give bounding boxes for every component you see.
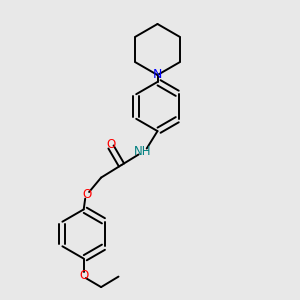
Text: N: N (153, 68, 162, 82)
Text: O: O (79, 268, 88, 282)
Text: O: O (82, 188, 91, 202)
Text: NH: NH (134, 145, 152, 158)
Text: O: O (106, 137, 116, 151)
